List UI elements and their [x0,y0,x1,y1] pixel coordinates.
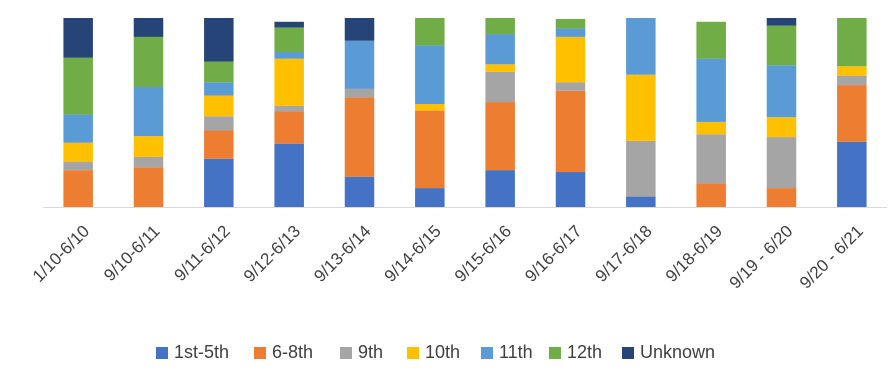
bar-segment-12th-3 [204,61,234,83]
bar-segment-12th-7 [485,18,515,35]
bar-segment-9th-11 [766,137,797,189]
bar-segment-10th-11 [766,117,797,138]
bar-segment-1st-5th-8 [555,172,586,207]
legend-label-1st-5th: 1st-5th [174,342,229,362]
bar-segment-10th-12 [837,66,867,76]
bar-segment-6-8th-1 [63,170,93,207]
legend-label-6-8th: 6-8th [272,342,313,362]
bar-segment-11th-3 [204,82,234,96]
bar-segment-10th-6 [415,103,445,111]
bar-segment-11th-9 [626,18,656,75]
bar-segment-unknown-1 [63,18,93,58]
bar-segment-9th-4 [274,105,304,112]
bar-segment-unknown-5 [344,18,375,41]
legend-label-10th: 10th [425,342,460,362]
bar-segment-10th-7 [485,64,515,72]
x-tick-labels: 1/10-6/10 9/10-6/11 9/11-6/12 9/12-6/13 9/13… [29,222,867,293]
bar-segment-9th-9 [626,140,656,197]
bar-segment-6-8th-5 [344,97,375,177]
bar-segment-9th-7 [485,71,515,103]
bar-segment-9th-3 [204,116,234,131]
legend-label-unknown: Unknown [640,342,715,362]
legend-swatch-unknown [622,347,634,359]
bar-segment-6-8th-6 [415,110,445,189]
bar-segment-9th-2 [133,156,164,168]
bar-segment-1st-5th-6 [415,188,445,207]
bar-segment-6-8th-3 [204,130,234,159]
bar-segment-9th-1 [63,161,93,171]
x-tick-label-6: 9/14-6/15 [381,222,445,286]
bar-segment-6-8th-10 [696,183,726,208]
bar-segment-6-8th-2 [133,167,164,207]
bar-segment-12th-11 [766,25,797,66]
legend: 1st-5th 6-8th 9th 10th 11th 12th Unknown [156,342,715,362]
legend-swatch-10th [407,347,419,359]
bar-segment-12th-12 [837,18,867,67]
bar-segment-12th-1 [63,57,93,115]
x-tick-label-12: 9/20 - 6/21 [796,222,867,293]
bar-segment-9th-10 [696,134,726,184]
bar-segment-1st-5th-9 [626,196,656,207]
bar-segment-12th-2 [133,36,164,87]
bar-segment-12th-10 [696,21,726,59]
bar-segment-11th-10 [696,58,726,122]
bar-segment-12th-6 [415,18,445,46]
bar-segment-10th-9 [626,74,656,141]
legend-swatch-11th [481,347,493,359]
bar-segment-11th-1 [63,114,93,143]
bar-segment-9th-12 [837,75,867,86]
bar-segment-1st-5th-7 [485,170,515,207]
x-tick-label-4: 9/12-6/13 [240,222,304,286]
bar-segment-1st-5th-4 [274,143,304,208]
x-tick-label-8: 9/16-6/17 [521,222,585,286]
bar-segment-6-8th-8 [555,90,586,173]
legend-label-11th: 11th [499,342,533,362]
bar-segment-1st-5th-3 [204,158,234,208]
bars-group [63,18,867,208]
bar-segment-9th-5 [344,88,375,98]
bar-segment-1st-5th-12 [837,141,867,207]
bar-segment-11th-11 [766,65,797,118]
x-tick-label-9: 9/17-6/18 [592,222,656,286]
bar-segment-unknown-4 [274,21,304,28]
bar-segment-11th-2 [133,86,164,137]
bar-segment-10th-10 [696,121,726,135]
bar-segment-10th-2 [133,136,164,157]
legend-swatch-9th [340,347,352,359]
x-tick-label-1: 1/10-6/10 [29,222,93,286]
bar-segment-10th-4 [274,58,304,106]
x-tick-label-5: 9/13-6/14 [310,222,374,286]
legend-swatch-1st-5th [156,347,168,359]
bar-segment-12th-4 [274,27,304,53]
bar-segment-6-8th-7 [485,102,515,171]
x-tick-label-3: 9/11-6/12 [170,222,233,285]
bar-segment-11th-6 [415,45,445,104]
bar-segment-11th-8 [555,28,586,37]
legend-label-12th: 12th [567,342,602,362]
bar-segment-12th-8 [555,18,586,29]
x-tick-label-10: 9/18-6/19 [662,222,726,286]
bar-segment-unknown-11 [766,18,797,26]
x-tick-label-7: 9/15-6/16 [451,222,515,286]
bar-segment-6-8th-4 [274,111,304,144]
x-tick-label-11: 9/19 - 6/20 [726,222,797,293]
bar-segment-unknown-3 [204,18,234,62]
bar-segment-1st-5th-5 [344,176,375,207]
x-tick-label-2: 9/10-6/11 [100,222,163,285]
bar-segment-6-8th-12 [837,85,867,142]
bar-segment-6-8th-11 [766,188,797,207]
legend-swatch-6-8th [254,347,266,359]
bar-segment-11th-7 [485,34,515,65]
bar-segment-9th-8 [555,82,586,91]
bar-segment-11th-5 [344,40,375,89]
bar-segment-10th-8 [555,36,586,83]
legend-label-9th: 9th [358,342,383,362]
legend-swatch-12th [549,347,561,359]
bar-segment-unknown-2 [133,18,164,37]
bar-segment-10th-3 [204,95,234,117]
bar-segment-11th-4 [274,52,304,59]
bar-segment-10th-1 [63,142,93,162]
